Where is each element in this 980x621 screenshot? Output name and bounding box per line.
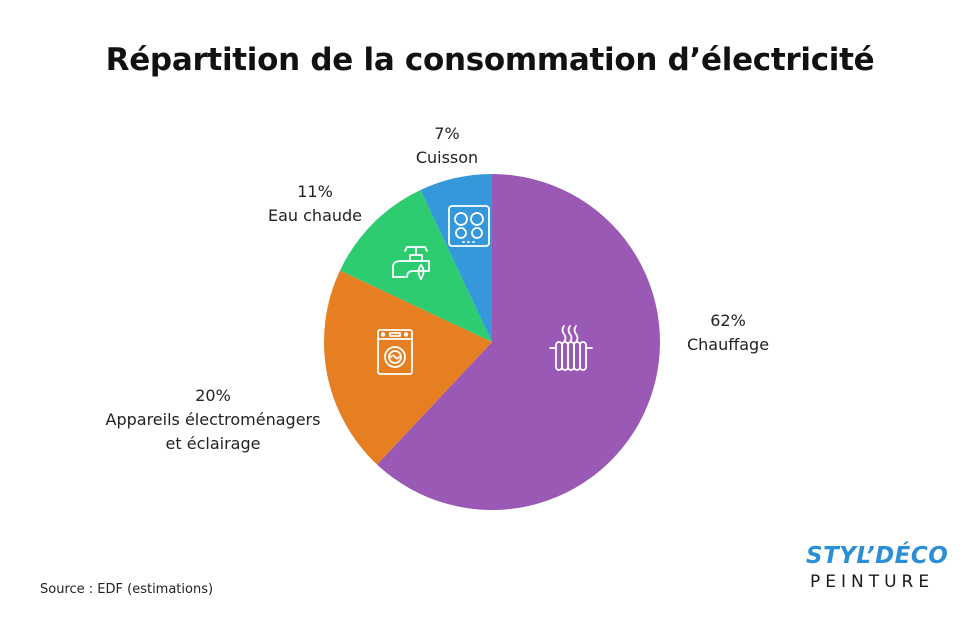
pie-slice-chauffage	[376, 174, 660, 510]
slice-name: Cuisson	[415, 148, 479, 167]
slice-percent: 20%	[195, 386, 231, 405]
washing-machine-icon	[377, 329, 413, 375]
slice-name-line2: et éclairage	[165, 434, 261, 453]
water-tap-icon	[392, 246, 430, 280]
slice-label-cuisson: 7% Cuisson	[397, 122, 497, 170]
slice-percent: 11%	[297, 182, 333, 201]
slice-label-chauffage: 62% Chauffage	[668, 309, 788, 357]
slice-name: Chauffage	[686, 335, 770, 354]
slice-name: Eau chaude	[267, 206, 363, 225]
slice-label-eau-chaude: 11% Eau chaude	[250, 180, 380, 228]
pie-slice-appareils-lectrom-nagers	[323, 270, 492, 465]
logo-line2: PEINTURE	[810, 572, 935, 592]
slice-name: Appareils électroménagers	[105, 410, 321, 429]
slice-label-appareils: 20% Appareils électroménagers et éclaira…	[92, 384, 334, 456]
radiator-icon	[549, 325, 593, 371]
chart-title: Répartition de la consommation d’électri…	[105, 42, 875, 78]
brand-logo: STYL’DÉCO PEINTURE	[806, 543, 952, 595]
pie-slice-cuisson	[420, 174, 492, 342]
slice-percent: 7%	[434, 124, 460, 143]
pie-slice-eau-chaude	[339, 189, 492, 342]
source-note: Source : EDF (estimations)	[40, 582, 214, 597]
logo-line1: STYL’DÉCO	[806, 543, 949, 569]
slice-percent: 62%	[710, 311, 746, 330]
cooktop-icon	[448, 205, 490, 247]
